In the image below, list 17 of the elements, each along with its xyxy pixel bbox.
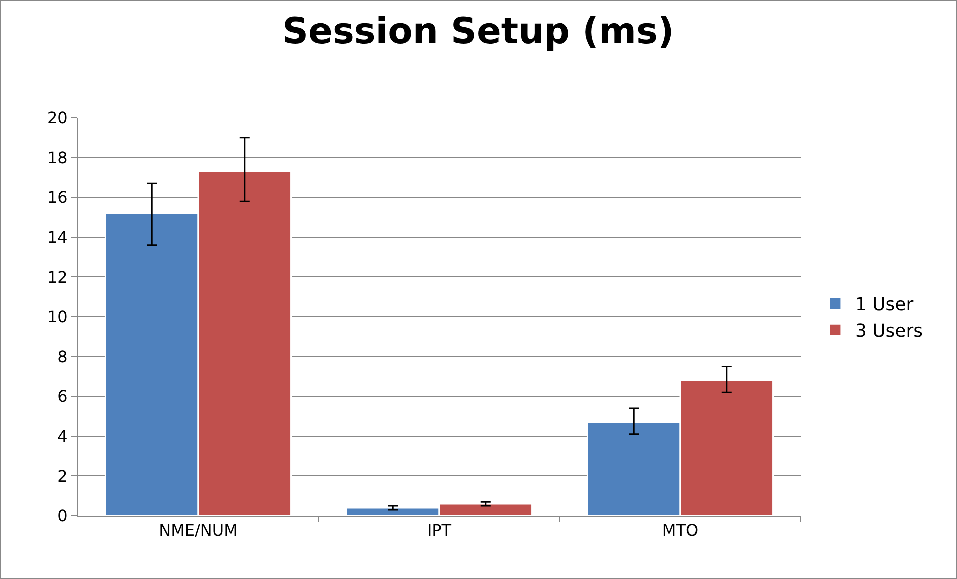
y-tick-label: 14 — [47, 228, 68, 247]
y-tick-label: 16 — [47, 188, 68, 208]
y-tick-label: 2 — [58, 466, 68, 486]
legend-label: 1 User — [855, 294, 914, 316]
x-tick-label: IPT — [427, 521, 452, 540]
y-tick-label: 6 — [58, 387, 68, 406]
legend-label: 3 Users — [855, 321, 924, 342]
y-tick-label: 10 — [47, 308, 68, 327]
x-tick-label: MTO — [662, 521, 699, 540]
y-tick-label: 12 — [47, 268, 68, 287]
y-tick-label: 8 — [58, 347, 68, 366]
y-tick-label: 20 — [47, 108, 68, 128]
chart-title: Session Setup (ms) — [282, 12, 674, 53]
y-tick-label: 0 — [58, 506, 68, 526]
x-tick-label: NME/NUM — [159, 521, 238, 540]
y-tick-label: 4 — [58, 427, 68, 446]
y-tick-label: 18 — [47, 148, 68, 168]
